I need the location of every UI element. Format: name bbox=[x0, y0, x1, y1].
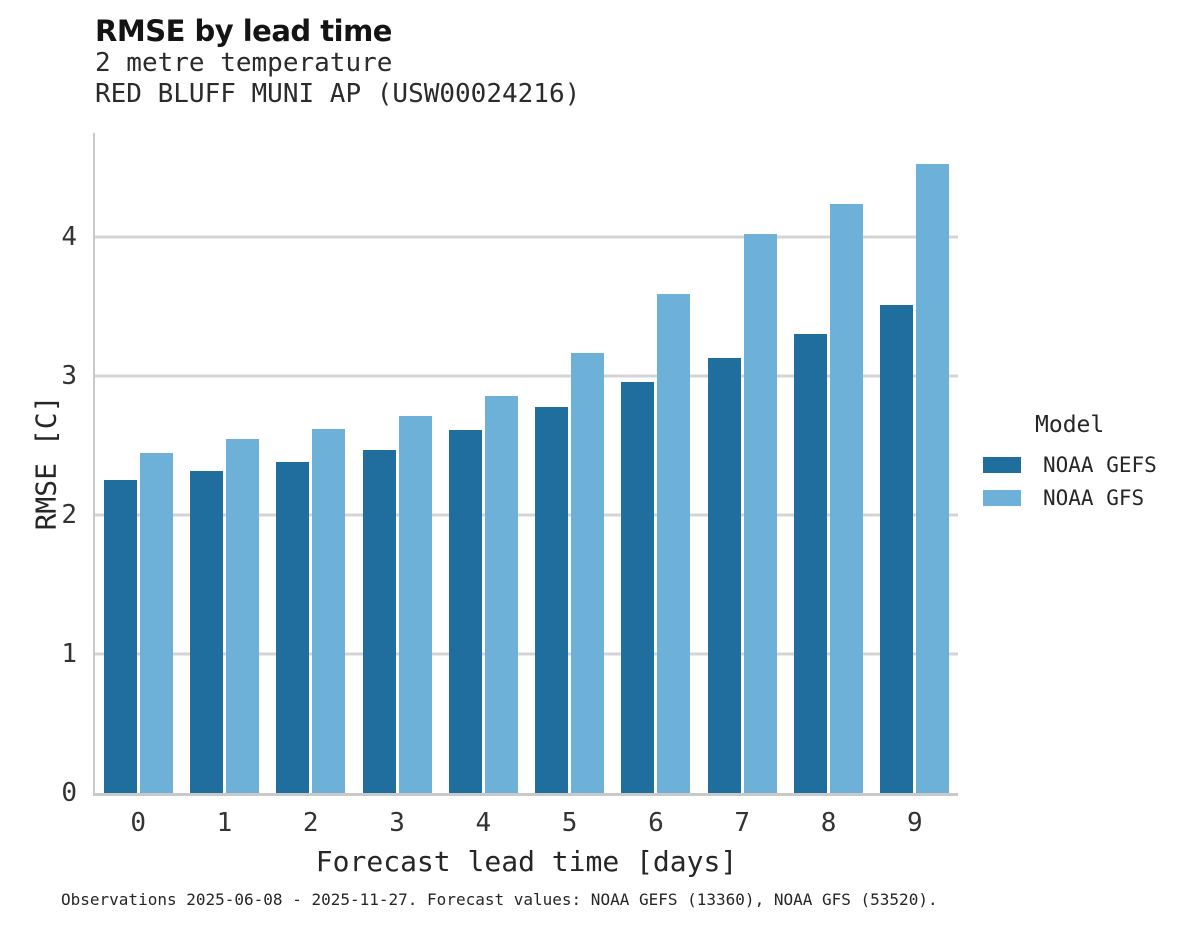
bar-group-day-2 bbox=[268, 133, 354, 793]
legend-swatch-noaa-gfs bbox=[983, 489, 1021, 506]
gridline-y-3 bbox=[95, 374, 958, 378]
bar-noaa-gefs-day-8 bbox=[794, 334, 828, 793]
y-tick-label-1: 1 bbox=[61, 639, 77, 670]
x-tick-label-1: 1 bbox=[216, 808, 233, 838]
bar-group-day-0 bbox=[95, 133, 181, 793]
y-tick-label-2: 2 bbox=[61, 500, 77, 531]
x-tick-label-3: 3 bbox=[389, 808, 405, 838]
bar-noaa-gfs-day-9 bbox=[916, 163, 950, 793]
legend-row-noaa-gefs: NOAA GEFS bbox=[983, 448, 1157, 481]
x-tick-label-4: 4 bbox=[475, 808, 492, 838]
x-tick-label-2: 2 bbox=[302, 808, 319, 838]
bar-noaa-gfs-day-3 bbox=[398, 416, 432, 793]
y-tick-label-4: 4 bbox=[61, 222, 77, 253]
y-axis-ticks: 0 1 2 3 4 bbox=[17, 133, 77, 806]
bar-noaa-gefs-day-5 bbox=[535, 406, 569, 793]
bar-noaa-gfs-day-0 bbox=[139, 452, 173, 793]
bar-noaa-gefs-day-4 bbox=[448, 430, 482, 793]
x-tick-label-0: 0 bbox=[130, 808, 146, 838]
bar-noaa-gefs-day-7 bbox=[707, 358, 741, 793]
chart-header: RMSE by lead time 2 metre temperature RE… bbox=[95, 14, 580, 110]
bar-noaa-gefs-day-1 bbox=[189, 470, 223, 793]
x-tick-label-7: 7 bbox=[734, 808, 751, 838]
chart-subtitle: 2 metre temperature bbox=[95, 48, 393, 78]
bar-noaa-gefs-day-0 bbox=[103, 480, 137, 793]
footnote-caption: Observations 2025-06-08 - 2025-11-27. Fo… bbox=[61, 890, 938, 909]
bar-noaa-gefs-day-9 bbox=[880, 305, 914, 793]
legend-label-noaa-gefs: NOAA GEFS bbox=[1043, 452, 1157, 477]
x-axis-ticks: 0 1 2 3 4 5 6 7 8 9 bbox=[95, 810, 958, 836]
legend-label-noaa-gfs: NOAA GFS bbox=[1043, 485, 1145, 510]
gridline-y-4 bbox=[95, 235, 958, 239]
bar-group-day-9 bbox=[872, 133, 958, 793]
bar-noaa-gfs-day-7 bbox=[743, 234, 777, 793]
chart-station: RED BLUFF MUNI AP (USW00024216) bbox=[95, 79, 581, 109]
bar-group-day-6 bbox=[613, 133, 699, 793]
bar-group-day-8 bbox=[785, 133, 871, 793]
bar-noaa-gefs-day-6 bbox=[621, 381, 655, 793]
plot-area: 0 1 2 3 4 0 1 2 3 4 5 6 7 8 9 Forecast lead time [day… bbox=[61, 133, 958, 878]
y-tick-label-0: 0 bbox=[61, 778, 77, 808]
x-tick-label-8: 8 bbox=[820, 808, 837, 838]
gridline-y-1 bbox=[95, 652, 958, 656]
legend-swatch-noaa-gefs bbox=[983, 456, 1021, 473]
bars-row bbox=[95, 133, 958, 793]
bar-noaa-gefs-day-2 bbox=[276, 462, 310, 793]
bar-group-day-5 bbox=[526, 133, 612, 793]
bar-noaa-gfs-day-1 bbox=[225, 438, 259, 793]
chart-title: RMSE by lead time bbox=[95, 14, 392, 48]
bar-noaa-gfs-day-6 bbox=[657, 294, 691, 793]
bar-group-day-7 bbox=[699, 133, 785, 793]
x-tick-label-6: 6 bbox=[648, 808, 664, 838]
bar-group-day-4 bbox=[440, 133, 526, 793]
x-tick-label-5: 5 bbox=[561, 808, 578, 838]
bar-group-day-3 bbox=[354, 133, 440, 793]
legend-row-noaa-gfs: NOAA GFS bbox=[983, 481, 1157, 514]
bar-noaa-gfs-day-4 bbox=[484, 395, 518, 793]
x-axis-label: Forecast lead time [days] bbox=[315, 845, 738, 878]
bar-group-day-1 bbox=[181, 133, 267, 793]
legend: Model NOAA GEFS NOAA GFS bbox=[983, 412, 1157, 514]
x-tick-label-9: 9 bbox=[906, 808, 923, 838]
bar-noaa-gfs-day-5 bbox=[571, 352, 605, 793]
y-tick-label-3: 3 bbox=[61, 361, 77, 392]
bar-noaa-gfs-day-8 bbox=[830, 203, 864, 793]
bar-noaa-gefs-day-3 bbox=[362, 449, 396, 793]
bar-noaa-gfs-day-2 bbox=[312, 428, 346, 793]
legend-title: Model bbox=[1035, 412, 1105, 438]
gridline-y-2 bbox=[95, 513, 958, 517]
